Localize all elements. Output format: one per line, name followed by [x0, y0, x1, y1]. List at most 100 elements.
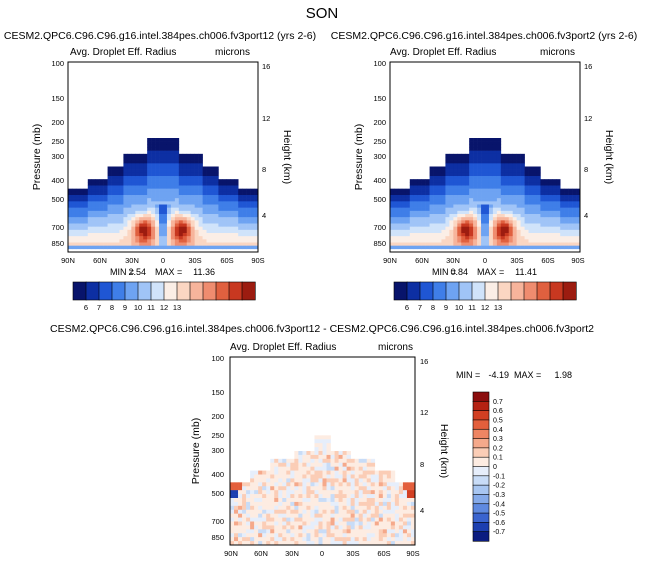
- field-cell: [95, 201, 100, 205]
- field-cell: [298, 490, 303, 495]
- field-cell: [294, 462, 299, 467]
- field-cell: [485, 233, 490, 237]
- field-cell: [326, 470, 331, 475]
- field-cell: [481, 242, 486, 246]
- field-cell: [477, 245, 482, 250]
- colorbar-tick-label: -0.6: [493, 520, 505, 527]
- field-cell: [186, 182, 192, 186]
- field-cell: [350, 486, 355, 491]
- field-cell: [87, 233, 93, 237]
- field-cell: [135, 220, 140, 224]
- field-cell: [536, 217, 541, 221]
- field-cell: [461, 217, 466, 221]
- field-cell: [254, 501, 259, 507]
- field-cell: [242, 201, 247, 205]
- field-cell: [532, 239, 537, 243]
- y-tick-label: 250: [373, 137, 386, 146]
- field-cell: [485, 214, 490, 218]
- field-cell: [163, 172, 168, 177]
- field-cell: [155, 198, 160, 202]
- field-cell: [250, 191, 255, 196]
- field-cell: [465, 233, 470, 237]
- field-cell: [314, 498, 319, 503]
- field-cell: [246, 201, 251, 205]
- field-cell: [234, 513, 239, 518]
- field-cell: [91, 233, 97, 237]
- field-cell: [107, 223, 112, 227]
- colorbar-swatch: [472, 391, 490, 402]
- field-cell: [473, 144, 478, 148]
- field-cell: [394, 509, 400, 514]
- field-cell: [68, 229, 73, 234]
- field-cell: [540, 207, 545, 212]
- field-cell: [346, 525, 351, 530]
- field-cell: [210, 169, 215, 174]
- colorbar-tick-label: 12: [160, 303, 168, 312]
- field-cell: [488, 204, 494, 208]
- field-cell: [390, 210, 395, 215]
- field-cell: [453, 233, 458, 237]
- field-cell: [210, 233, 215, 237]
- field-cell: [362, 470, 368, 475]
- field-cell: [250, 517, 255, 522]
- field-cell: [401, 220, 407, 224]
- field-cell: [390, 207, 395, 212]
- field-cell: [135, 217, 140, 221]
- field-cell: [524, 166, 529, 170]
- field-cell: [155, 191, 160, 196]
- field-cell: [576, 201, 581, 205]
- field-cell: [87, 229, 93, 234]
- field-cell: [500, 217, 506, 221]
- field-cell: [477, 220, 482, 224]
- field-cell: [457, 226, 462, 231]
- field-cell: [560, 214, 565, 218]
- field-cell: [338, 501, 343, 507]
- field-cell: [135, 207, 140, 212]
- field-cell: [302, 521, 307, 526]
- field-cell: [394, 541, 400, 546]
- field-cell: [139, 153, 144, 158]
- colorbar-swatch: [484, 281, 499, 301]
- field-cell: [520, 185, 525, 189]
- field-cell: [421, 242, 426, 246]
- field-cell: [206, 179, 211, 183]
- field-cell: [218, 214, 223, 218]
- field-cell: [159, 217, 164, 221]
- field-cell: [270, 513, 275, 518]
- field-cell: [508, 245, 514, 250]
- field-cell: [87, 195, 93, 199]
- field-cell: [576, 229, 581, 234]
- field-cell: [401, 188, 407, 193]
- field-cell: [111, 172, 116, 177]
- field-cell: [107, 207, 112, 212]
- field-cell: [131, 198, 136, 202]
- field-cell: [206, 214, 211, 218]
- field-cell: [202, 195, 207, 199]
- field-cell: [401, 239, 407, 243]
- field-cell: [370, 482, 376, 487]
- field-cell: [382, 537, 388, 542]
- colorbar-swatch: [472, 475, 490, 486]
- field-cell: [465, 229, 470, 234]
- field-cell: [528, 223, 533, 227]
- field-cell: [465, 182, 470, 186]
- field-cell: [508, 182, 514, 186]
- field-cell: [465, 245, 470, 250]
- field-cell: [358, 509, 364, 514]
- field-cell: [485, 239, 490, 243]
- field-cell: [409, 242, 415, 246]
- field-cell: [182, 163, 188, 167]
- field-cell: [326, 490, 331, 495]
- field-cell: [250, 198, 255, 202]
- field-cell: [398, 533, 404, 538]
- field-cell: [492, 191, 498, 196]
- field-cell: [123, 220, 128, 224]
- field-cell: [214, 214, 219, 218]
- field-cell: [111, 204, 116, 208]
- field-cell: [393, 229, 399, 234]
- field-cell: [131, 166, 136, 170]
- field-cell: [298, 517, 303, 522]
- field-cell: [95, 239, 100, 243]
- field-cell: [461, 160, 466, 164]
- field-cell: [481, 229, 486, 234]
